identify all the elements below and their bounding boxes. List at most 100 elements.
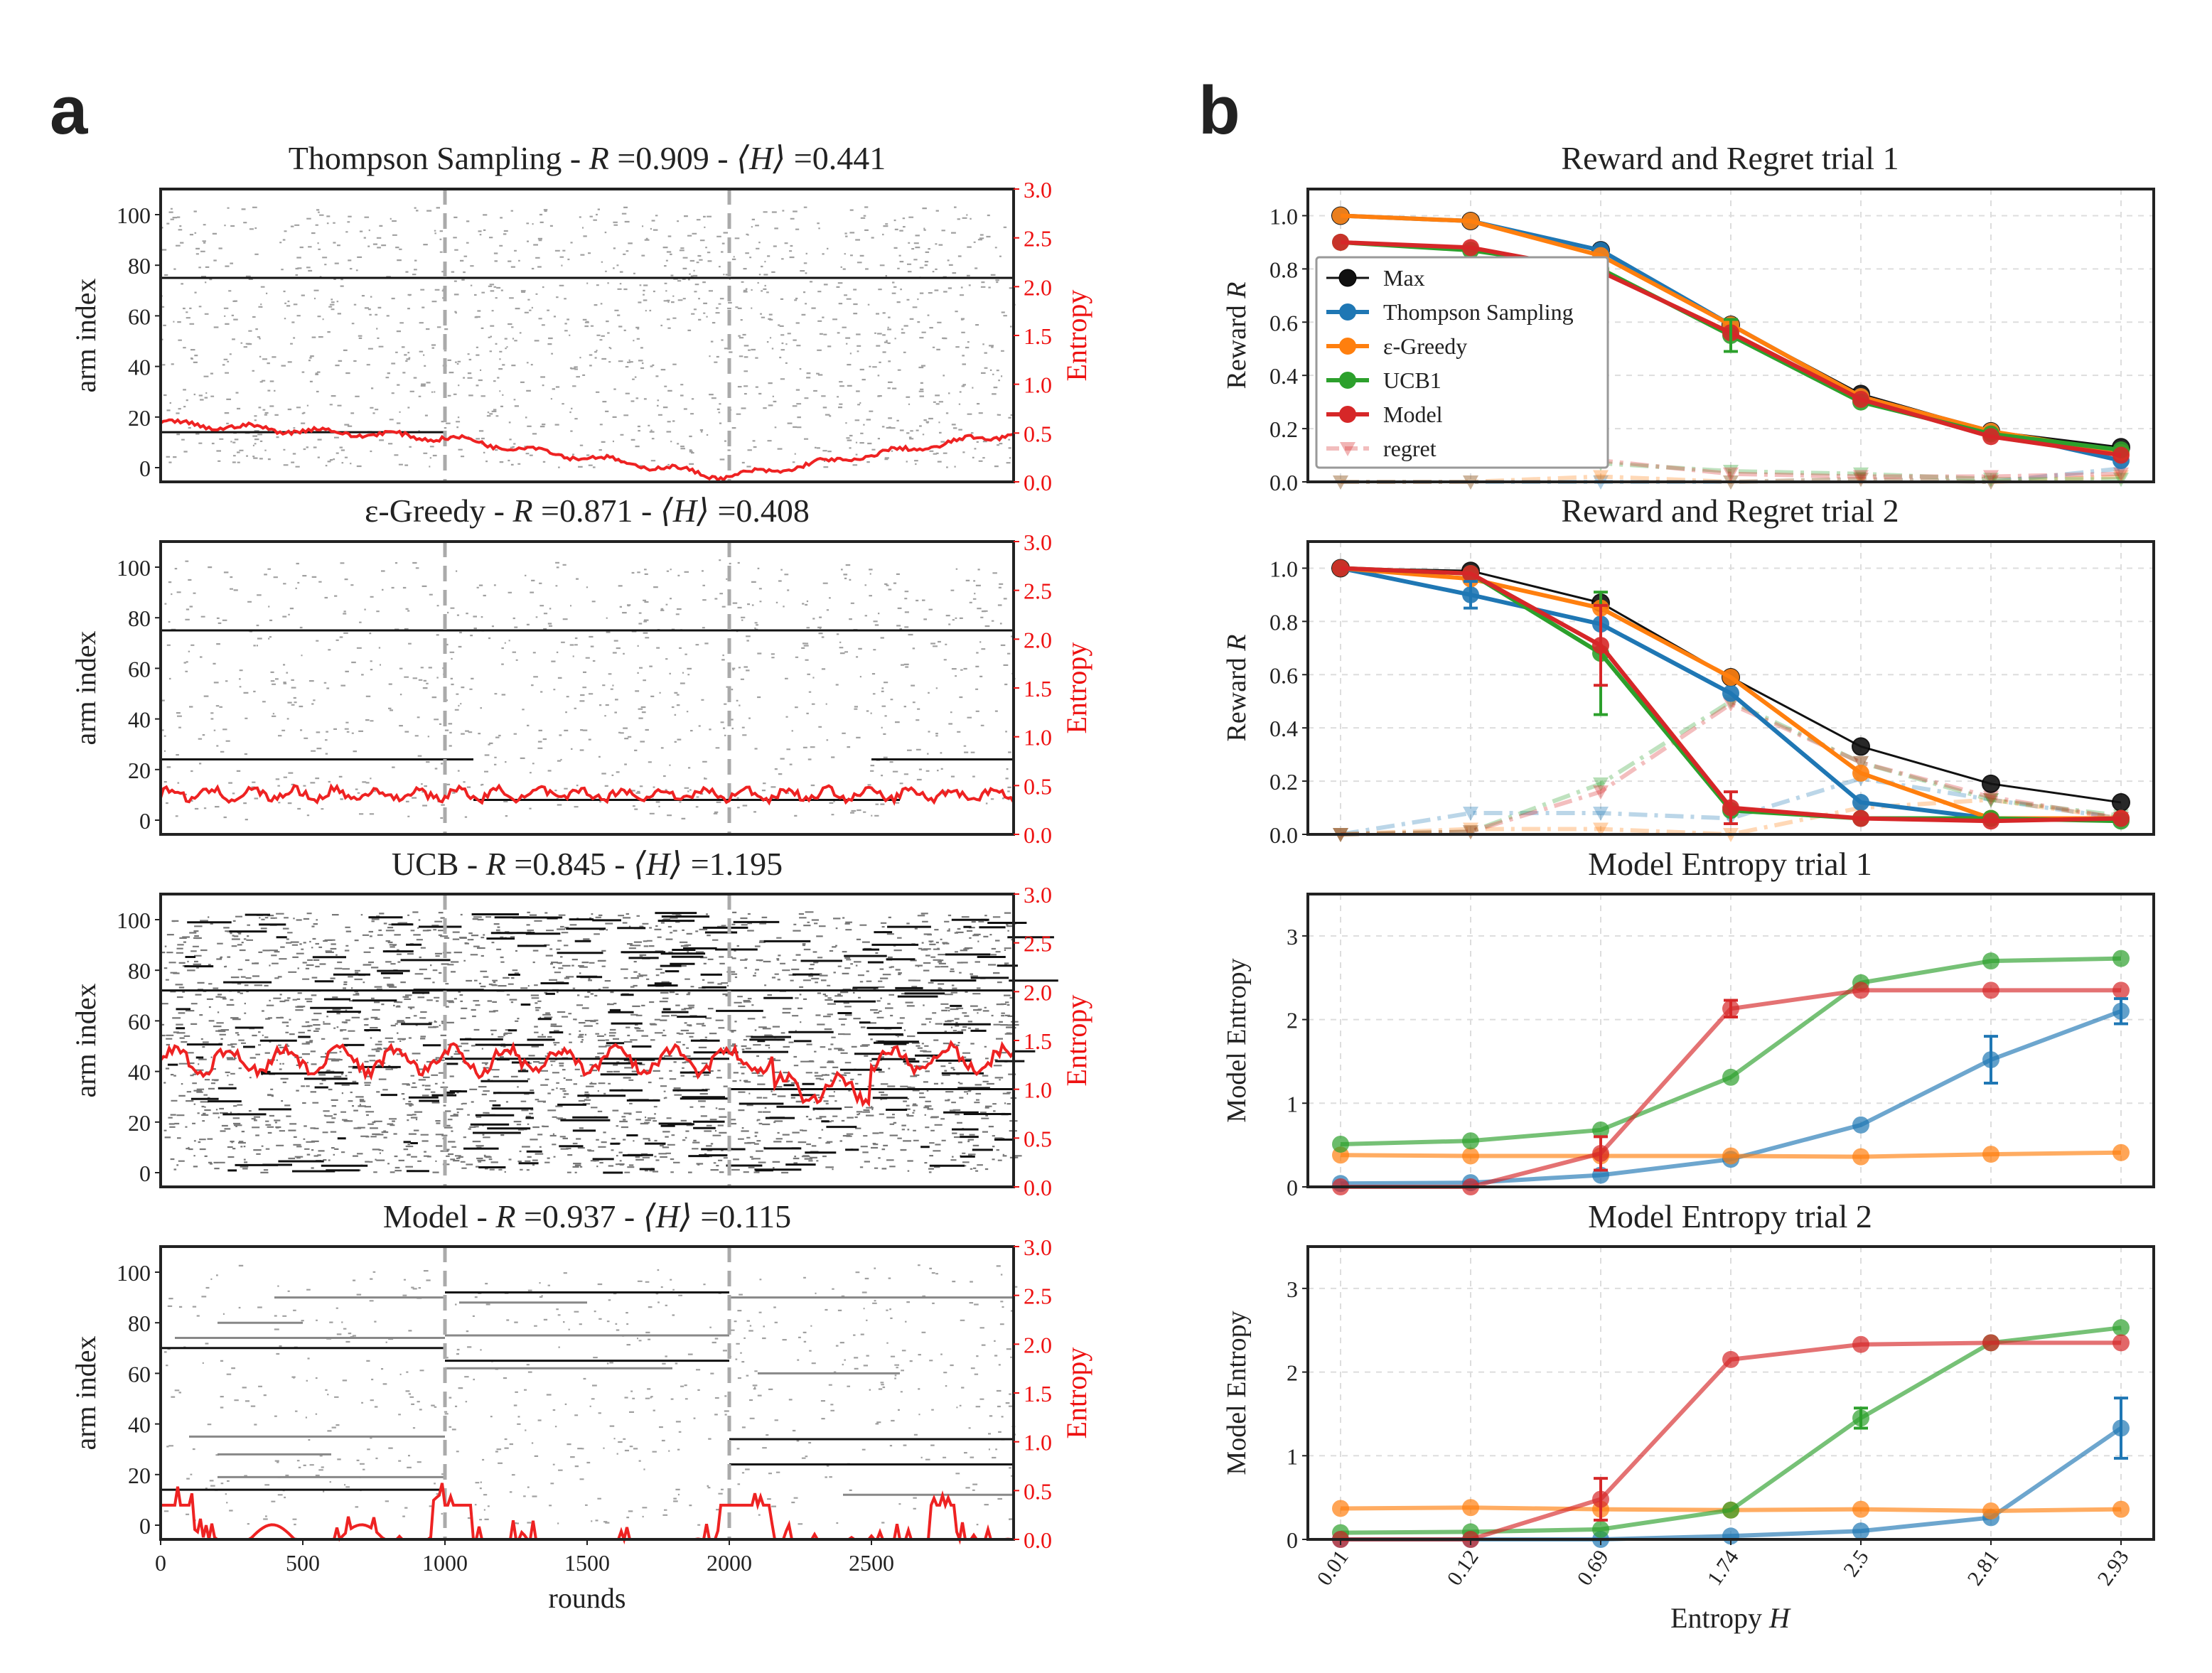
legend-marker bbox=[1339, 338, 1356, 355]
regret-marker bbox=[2113, 473, 2129, 488]
series-point bbox=[1982, 812, 1999, 830]
y2-tick-label: 1.0 bbox=[1024, 1430, 1052, 1456]
y-tick-label: 0 bbox=[139, 1513, 151, 1539]
regret-marker bbox=[1983, 793, 1999, 808]
panel-label-b: b bbox=[1198, 72, 1240, 149]
regret-marker bbox=[1853, 473, 1869, 488]
series-point bbox=[1332, 233, 1349, 251]
series-point bbox=[1332, 1135, 1349, 1153]
ucb-streaks bbox=[167, 912, 1058, 1174]
y-tick-label: 60 bbox=[128, 1361, 151, 1387]
y-tick-label: 60 bbox=[128, 656, 151, 682]
y-tick-label: 3 bbox=[1287, 1276, 1298, 1302]
entropy-trial2-title: Model Entropy trial 2 bbox=[1588, 1198, 1872, 1234]
series-point bbox=[1852, 390, 1869, 408]
y-tick-label: 40 bbox=[128, 355, 151, 380]
x-tick-label: 1500 bbox=[564, 1550, 610, 1576]
y2-tick-label: 0.0 bbox=[1024, 1527, 1052, 1553]
x-tick-label: 1000 bbox=[422, 1550, 468, 1576]
series-point bbox=[1982, 952, 1999, 970]
y-tick-label: 0 bbox=[1287, 1527, 1298, 1553]
panel-label-a: a bbox=[50, 72, 88, 149]
series-point bbox=[1982, 428, 1999, 446]
reward-trial2-title: Reward and Regret trial 2 bbox=[1561, 493, 1899, 529]
y2-tick-label: 2.0 bbox=[1024, 627, 1052, 652]
y2-tick-label: 1.5 bbox=[1024, 1028, 1052, 1054]
regret-marker bbox=[1853, 755, 1869, 770]
y2-tick-label: 2.0 bbox=[1024, 979, 1052, 1005]
raster-panel-3: 0 20 40 60 80 100 0.0 0.5 1.0 1.5 2.0 2.5 3.0 arm ind… bbox=[70, 882, 1092, 1200]
series-point bbox=[1852, 1500, 1869, 1518]
y-tick-label: 0 bbox=[139, 1161, 151, 1186]
x-tick-label: 2500 bbox=[849, 1550, 894, 1576]
regret-marker bbox=[1463, 825, 1478, 840]
regret-marker bbox=[1723, 697, 1739, 712]
legend-marker bbox=[1338, 269, 1357, 287]
y-tick-label: 20 bbox=[128, 405, 151, 431]
chart-frame bbox=[1306, 188, 2155, 483]
arm-index-label: arm index bbox=[70, 630, 102, 745]
line-chart-1: 0.0 0.2 0.4 0.6 0.8 1.0 Reward R Max Thompson Sa… bbox=[1222, 188, 2155, 495]
series-point bbox=[1722, 684, 1739, 702]
x-tick-label: 0 bbox=[155, 1550, 166, 1576]
raster-title-2: ε-Greedy - R =0.871 - ⟨H⟩ =0.408 bbox=[365, 493, 810, 529]
y-tick-label: 2 bbox=[1287, 1008, 1298, 1033]
regret-marker bbox=[1593, 777, 1609, 792]
y-tick-label: 100 bbox=[117, 1260, 151, 1286]
series-point bbox=[2112, 793, 2130, 812]
y-tick-label: 2 bbox=[1287, 1360, 1298, 1386]
series-point bbox=[1592, 1121, 1609, 1139]
y-tick-label: 60 bbox=[128, 303, 151, 329]
legend-marker bbox=[1339, 406, 1356, 423]
y-axis-label: Model Entropy bbox=[1222, 958, 1252, 1122]
entropy-axis-label: Entropy bbox=[1061, 290, 1092, 382]
arm-index-label: arm index bbox=[70, 983, 102, 1097]
y2-tick-label: 0.0 bbox=[1024, 822, 1052, 848]
y-tick-label: 0.2 bbox=[1269, 769, 1298, 795]
entropy-axis-label: Entropy bbox=[1061, 995, 1092, 1087]
series-point bbox=[2112, 1144, 2130, 1161]
x-tick-label: 500 bbox=[286, 1550, 320, 1576]
y2-tick-label: 2.5 bbox=[1024, 931, 1052, 957]
y-tick-label: 0.6 bbox=[1269, 662, 1298, 688]
series-point bbox=[2112, 809, 2130, 827]
line-chart-4: 0 1 2 3 Model Entropy 0.01 0.12 0.69 1.74 2.5 2.81… bbox=[1222, 1245, 2155, 1634]
y-tick-label: 20 bbox=[128, 1110, 151, 1136]
series-point bbox=[1462, 212, 1479, 230]
entropy-axis-label: Entropy bbox=[1061, 642, 1092, 734]
raster-panel-4: 0 20 40 60 80 100 0.0 0.5 1.0 1.5 2.0 2.5 3.0 arm ind… bbox=[70, 1234, 1092, 1576]
regret-marker bbox=[1983, 793, 1999, 808]
line-chart-3: 0 1 2 3 Model Entropy bbox=[1222, 893, 2155, 1200]
series-point bbox=[1852, 794, 1869, 812]
y-axis-label: Reward R bbox=[1222, 282, 1252, 389]
regret-line bbox=[1340, 699, 2122, 836]
entropy-curve bbox=[159, 418, 1014, 483]
y2-tick-label: 3.0 bbox=[1024, 1234, 1052, 1260]
raster-title-1: Thompson Sampling - R =0.909 - ⟨H⟩ =0.44… bbox=[289, 140, 886, 176]
y2-tick-label: 1.5 bbox=[1024, 323, 1052, 349]
x-tick-label: 0.69 bbox=[1573, 1546, 1614, 1590]
x-tick-label: 1.74 bbox=[1703, 1546, 1744, 1590]
y-tick-label: 0.4 bbox=[1269, 716, 1298, 741]
regret-marker bbox=[1463, 822, 1478, 837]
y-tick-label: 100 bbox=[117, 908, 151, 933]
series-point bbox=[2112, 1319, 2130, 1337]
legend-marker bbox=[1339, 303, 1356, 321]
regret-line bbox=[1340, 701, 2122, 836]
y-tick-label: 100 bbox=[117, 555, 151, 581]
y-axis-label: Reward R bbox=[1222, 635, 1252, 742]
legend-label: ε-Greedy bbox=[1383, 333, 1467, 359]
y2-tick-label: 3.0 bbox=[1024, 177, 1052, 203]
y-tick-label: 100 bbox=[117, 203, 151, 228]
series-point bbox=[1982, 1146, 1999, 1163]
series-point bbox=[1852, 1116, 1869, 1134]
regret-marker bbox=[1593, 807, 1609, 822]
y-tick-label: 20 bbox=[128, 758, 151, 783]
y2-tick-label: 0.0 bbox=[1024, 470, 1052, 495]
y-tick-label: 0.0 bbox=[1269, 470, 1298, 495]
regret-marker bbox=[1853, 755, 1869, 770]
regret-line bbox=[1340, 776, 2122, 836]
regret-marker bbox=[1983, 793, 1999, 808]
x-axis-label: Entropy H bbox=[1670, 1602, 1791, 1634]
y-tick-label: 1.0 bbox=[1269, 203, 1298, 229]
